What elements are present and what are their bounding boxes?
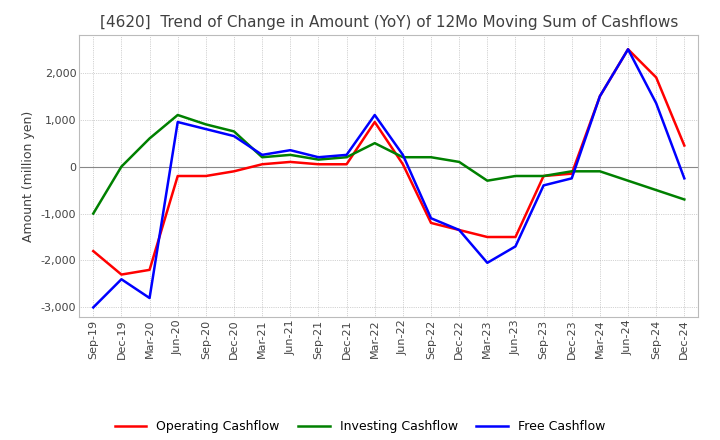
- Investing Cashflow: [595, 169, 604, 174]
- Title: [4620]  Trend of Change in Amount (YoY) of 12Mo Moving Sum of Cashflows: [4620] Trend of Change in Amount (YoY) o…: [99, 15, 678, 30]
- Operating Cashflow: [595, 94, 604, 99]
- Investing Cashflow: [483, 178, 492, 183]
- Free Cashflow: [314, 154, 323, 160]
- Operating Cashflow: [370, 119, 379, 125]
- Line: Free Cashflow: Free Cashflow: [94, 49, 684, 308]
- Free Cashflow: [117, 277, 126, 282]
- Investing Cashflow: [567, 169, 576, 174]
- Investing Cashflow: [202, 122, 210, 127]
- Operating Cashflow: [539, 173, 548, 179]
- Operating Cashflow: [286, 159, 294, 165]
- Investing Cashflow: [511, 173, 520, 179]
- Operating Cashflow: [202, 173, 210, 179]
- Free Cashflow: [483, 260, 492, 265]
- Operating Cashflow: [145, 267, 154, 272]
- Line: Investing Cashflow: Investing Cashflow: [94, 115, 684, 213]
- Investing Cashflow: [89, 211, 98, 216]
- Free Cashflow: [89, 305, 98, 310]
- Operating Cashflow: [680, 143, 688, 148]
- Investing Cashflow: [258, 154, 266, 160]
- Operating Cashflow: [89, 249, 98, 254]
- Free Cashflow: [455, 227, 464, 233]
- Free Cashflow: [202, 126, 210, 132]
- Free Cashflow: [427, 216, 436, 221]
- Free Cashflow: [595, 94, 604, 99]
- Investing Cashflow: [286, 152, 294, 158]
- Investing Cashflow: [174, 112, 182, 117]
- Legend: Operating Cashflow, Investing Cashflow, Free Cashflow: Operating Cashflow, Investing Cashflow, …: [110, 415, 610, 438]
- Free Cashflow: [539, 183, 548, 188]
- Investing Cashflow: [427, 154, 436, 160]
- Free Cashflow: [511, 244, 520, 249]
- Investing Cashflow: [145, 136, 154, 141]
- Investing Cashflow: [455, 159, 464, 165]
- Investing Cashflow: [314, 157, 323, 162]
- Investing Cashflow: [539, 173, 548, 179]
- Operating Cashflow: [455, 227, 464, 233]
- Free Cashflow: [399, 152, 408, 158]
- Free Cashflow: [286, 147, 294, 153]
- Free Cashflow: [652, 101, 660, 106]
- Operating Cashflow: [427, 220, 436, 226]
- Operating Cashflow: [230, 169, 238, 174]
- Free Cashflow: [567, 176, 576, 181]
- Free Cashflow: [342, 152, 351, 158]
- Investing Cashflow: [624, 178, 632, 183]
- Operating Cashflow: [511, 235, 520, 240]
- Investing Cashflow: [680, 197, 688, 202]
- Free Cashflow: [680, 176, 688, 181]
- Operating Cashflow: [117, 272, 126, 277]
- Operating Cashflow: [567, 171, 576, 176]
- Investing Cashflow: [652, 187, 660, 193]
- Operating Cashflow: [624, 47, 632, 52]
- Operating Cashflow: [174, 173, 182, 179]
- Investing Cashflow: [399, 154, 408, 160]
- Investing Cashflow: [342, 154, 351, 160]
- Operating Cashflow: [652, 75, 660, 80]
- Operating Cashflow: [399, 161, 408, 167]
- Y-axis label: Amount (million yen): Amount (million yen): [22, 110, 35, 242]
- Line: Operating Cashflow: Operating Cashflow: [94, 49, 684, 275]
- Investing Cashflow: [370, 140, 379, 146]
- Free Cashflow: [370, 112, 379, 117]
- Investing Cashflow: [117, 164, 126, 169]
- Investing Cashflow: [230, 129, 238, 134]
- Operating Cashflow: [258, 161, 266, 167]
- Free Cashflow: [174, 119, 182, 125]
- Free Cashflow: [258, 152, 266, 158]
- Free Cashflow: [145, 295, 154, 301]
- Operating Cashflow: [342, 161, 351, 167]
- Free Cashflow: [230, 133, 238, 139]
- Operating Cashflow: [314, 161, 323, 167]
- Operating Cashflow: [483, 235, 492, 240]
- Free Cashflow: [624, 47, 632, 52]
